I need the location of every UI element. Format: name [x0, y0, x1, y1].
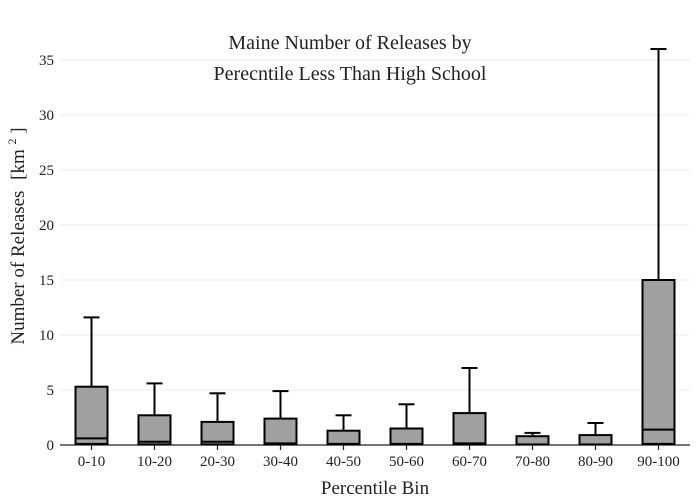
x-tick-label-80-90: 80-90	[578, 454, 613, 470]
box-30-40	[263, 417, 298, 446]
chart-title-line-2: Perecntile Less Than High School	[214, 63, 487, 85]
box-20-30	[200, 420, 235, 446]
x-tick-label-10-20: 10-20	[137, 454, 172, 470]
x-tick-label-0-10: 0-10	[78, 454, 106, 470]
y-axis-title-unit-end: ]	[8, 127, 29, 133]
box-50-60	[389, 427, 424, 446]
x-tick-label-40-50: 40-50	[326, 454, 361, 470]
chart-title-line-1: Maine Number of Releases by	[228, 32, 471, 54]
box-0-10	[74, 385, 109, 445]
gridlines	[60, 59, 690, 446]
box-60-70	[452, 412, 487, 446]
x-tick-label-70-80: 70-80	[515, 454, 550, 470]
x-tick-label-60-70: 60-70	[452, 454, 487, 470]
box-70-80	[515, 435, 550, 446]
y-tick-label-10: 10	[39, 328, 54, 344]
y-tick-label-35: 35	[39, 53, 54, 69]
x-tick-label-20-30: 20-30	[200, 454, 235, 470]
y-tick-label-25: 25	[39, 163, 54, 179]
y-axis-ticks: 0 5 10 15 20 25 30 35	[39, 53, 54, 454]
y-tick-label-15: 15	[39, 273, 54, 289]
x-axis-title: Percentile Bin	[321, 478, 430, 499]
y-tick-label-30: 30	[39, 108, 54, 124]
y-axis-title-unit-sup: 2	[5, 138, 19, 144]
x-axis-ticks: 0-10 10-20 20-30 30-40 40-50 50-60 60-70 70-80 8…	[78, 445, 680, 470]
y-axis-title-main: Number of Releases	[8, 191, 29, 345]
box-80-90	[578, 434, 613, 446]
x-tick-label-50-60: 50-60	[389, 454, 424, 470]
x-tick-label-30-40: 30-40	[263, 454, 298, 470]
box-series	[74, 48, 676, 446]
y-axis-title-unit: [km	[8, 149, 29, 180]
y-tick-label-0: 0	[47, 438, 55, 454]
y-tick-label-5: 5	[47, 383, 55, 399]
y-axis-title: Number of Releases [km 2 ]	[0, 127, 29, 344]
x-tick-label-90-100: 90-100	[637, 454, 680, 470]
box-90-100	[641, 279, 676, 445]
y-tick-label-20: 20	[39, 218, 54, 234]
box-10-20	[137, 414, 172, 446]
box-40-50	[326, 429, 361, 446]
